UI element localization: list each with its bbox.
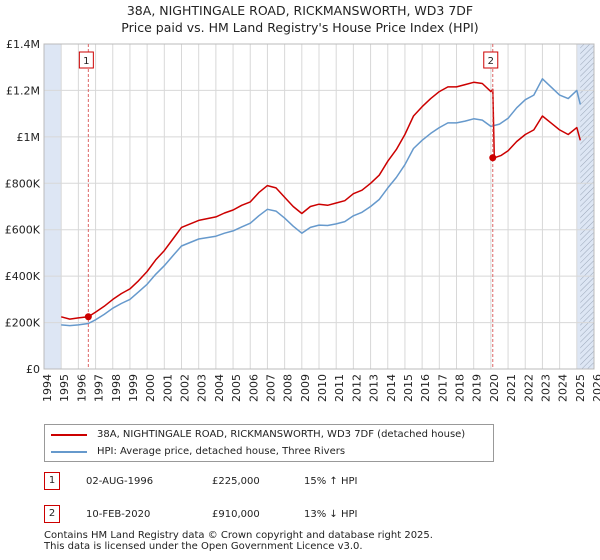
x-tick-label: 2008: [282, 374, 295, 402]
transaction-date: 02-AUG-1996: [86, 476, 154, 487]
y-tick-label: £1M: [17, 131, 41, 144]
transaction-hpi-diff: 15% ↑ HPI: [304, 476, 358, 487]
x-tick-label: 1999: [127, 374, 140, 402]
sale-point: [489, 154, 497, 162]
y-tick-label: £1.4M: [6, 38, 40, 51]
legend-swatch-hpi: [51, 451, 87, 453]
hpi-line: [61, 78, 582, 327]
x-tick-label: 2022: [522, 374, 535, 402]
x-tick-label: 2001: [161, 374, 174, 402]
x-tick-label: 2007: [264, 374, 277, 402]
y-tick-label: £0: [26, 363, 40, 376]
x-tick-label: 2004: [213, 374, 226, 402]
x-tick-label: 2017: [436, 374, 449, 402]
x-tick-label: 2010: [316, 374, 329, 402]
x-tick-label: 2018: [454, 374, 467, 402]
transaction-hpi-diff: 13% ↓ HPI: [304, 509, 358, 520]
transaction-number: 2: [44, 505, 60, 523]
x-tick-label: 2025: [574, 374, 587, 402]
x-tick-label: 2013: [368, 374, 381, 402]
x-tick-label: 1994: [41, 374, 54, 402]
x-tick-label: 2016: [419, 374, 432, 402]
property-price-line: [61, 81, 582, 320]
x-tick-label: 2006: [247, 374, 260, 402]
forecast-hatch: [580, 44, 594, 369]
y-tick-label: £200K: [5, 317, 41, 330]
x-tick-label: 2015: [402, 374, 415, 402]
footer-attribution: Contains HM Land Registry data © Crown c…: [44, 530, 433, 552]
x-tick-label: 2005: [230, 374, 243, 402]
x-tick-label: 2019: [471, 374, 484, 402]
sale-marker-box: [483, 51, 499, 69]
sale-point: [84, 313, 92, 321]
legend-label-hpi: HPI: Average price, detached house, Thre…: [97, 446, 346, 457]
y-tick-label: £600K: [5, 224, 41, 237]
chart-legend: 38A, NIGHTINGALE ROAD, RICKMANSWORTH, WD…: [44, 424, 494, 462]
x-tick-label: 2020: [488, 374, 501, 402]
shaded-region: [44, 44, 62, 369]
sale-marker-label: 2: [488, 56, 494, 67]
price-chart: 1994 1995 1996 1997 1998 1999 2000 2001 2002 2003…: [5, 38, 600, 402]
x-tick-label: 2014: [385, 374, 398, 402]
y-tick-label: £400K: [5, 270, 41, 283]
plot-frame: [43, 43, 595, 370]
legend-swatch-property: [51, 434, 87, 436]
x-tick-label: 1996: [75, 374, 88, 402]
sale-marker-box: [78, 51, 94, 69]
transaction-number: 1: [44, 472, 60, 490]
x-tick-label: 2023: [539, 374, 552, 402]
transaction-price: £225,000: [212, 476, 260, 487]
x-tick-label: 1998: [110, 374, 123, 402]
x-tick-label: 2024: [557, 374, 570, 402]
legend-label-property: 38A, NIGHTINGALE ROAD, RICKMANSWORTH, WD…: [97, 429, 466, 440]
x-tick-label: 2026: [591, 374, 600, 402]
x-tick-label: 2000: [144, 374, 157, 402]
x-tick-label: 2003: [196, 374, 209, 402]
y-tick-label: £1.2M: [6, 84, 40, 97]
x-tick-label: 2021: [505, 374, 518, 402]
x-tick-label: 2011: [333, 374, 346, 402]
transaction-price: £910,000: [212, 509, 260, 520]
chart-title: 38A, NIGHTINGALE ROAD, RICKMANSWORTH, WD…: [0, 2, 600, 36]
x-tick-label: 2012: [350, 374, 363, 402]
footer-license: This data is licensed under the Open Gov…: [44, 541, 363, 552]
y-tick-label: £800K: [5, 177, 41, 190]
footer-copyright: Contains HM Land Registry data © Crown c…: [44, 530, 433, 541]
x-tick-label: 1995: [58, 374, 71, 402]
transaction-date: 10-FEB-2020: [86, 509, 151, 520]
x-tick-label: 2009: [299, 374, 312, 402]
title-address: 38A, NIGHTINGALE ROAD, RICKMANSWORTH, WD…: [126, 3, 474, 18]
sale-marker-label: 1: [83, 56, 89, 67]
title-subtitle: Price paid vs. HM Land Registry's House …: [121, 20, 479, 35]
x-tick-label: 1997: [93, 374, 106, 402]
x-tick-label: 2002: [179, 374, 192, 402]
